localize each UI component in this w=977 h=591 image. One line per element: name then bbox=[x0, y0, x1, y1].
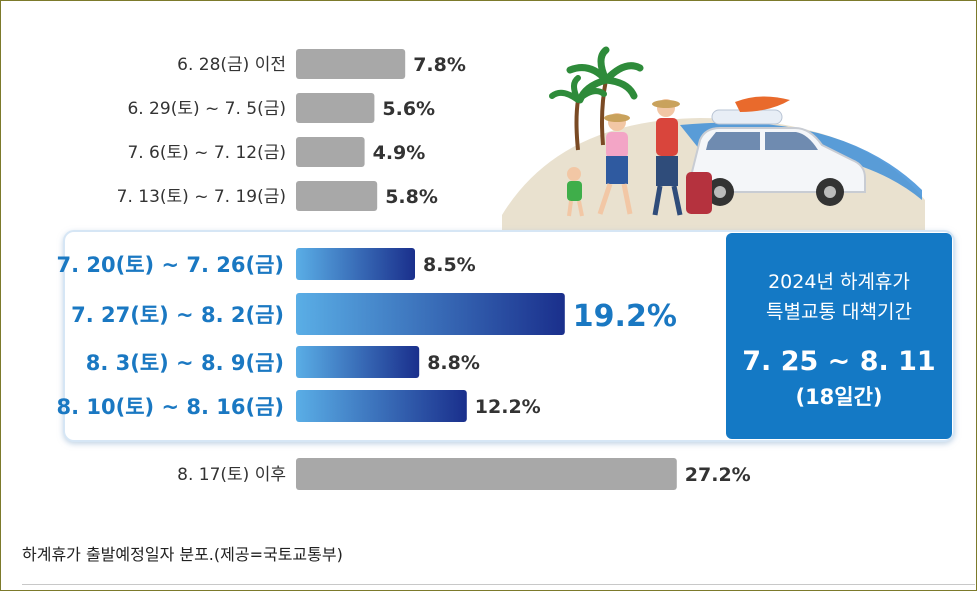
category-label: 7. 20(토) ~ 7. 26(금) bbox=[57, 253, 285, 277]
category-label: 7. 6(토) ~ 7. 12(금) bbox=[127, 143, 286, 163]
value-label: 12.2% bbox=[475, 396, 541, 418]
category-label: 7. 27(토) ~ 8. 2(금) bbox=[71, 303, 284, 327]
bar bbox=[296, 458, 677, 490]
value-label: 7.8% bbox=[413, 54, 466, 76]
bar bbox=[296, 293, 565, 335]
category-label: 8. 17(토) 이후 bbox=[177, 465, 286, 485]
bar-chart: 2024년 하계휴가 특별교통 대책기간 7. 25 ~ 8. 11 (18일간… bbox=[57, 46, 955, 490]
value-label: 8.5% bbox=[423, 254, 476, 276]
bar bbox=[296, 346, 420, 378]
value-label: 19.2% bbox=[573, 299, 677, 334]
bar bbox=[296, 390, 467, 422]
value-label: 5.6% bbox=[382, 98, 435, 120]
panel-title-line1: 2024년 하계휴가 bbox=[768, 271, 910, 293]
bar bbox=[296, 49, 406, 79]
period-panel bbox=[726, 233, 952, 439]
car-icon bbox=[689, 96, 866, 206]
bar bbox=[296, 93, 375, 123]
family-illustration bbox=[567, 99, 712, 217]
category-label: 6. 28(금) 이전 bbox=[177, 55, 286, 75]
value-label: 5.8% bbox=[385, 186, 438, 208]
category-label: 7. 13(토) ~ 7. 19(금) bbox=[117, 187, 286, 207]
bar bbox=[296, 248, 415, 280]
category-label: 6. 29(토) ~ 7. 5(금) bbox=[127, 99, 286, 119]
bar bbox=[296, 181, 378, 211]
category-label: 8. 3(토) ~ 8. 9(금) bbox=[86, 351, 284, 375]
bar bbox=[296, 137, 365, 167]
value-label: 4.9% bbox=[373, 142, 426, 164]
panel-days: (18일간) bbox=[795, 385, 882, 409]
panel-title-line2: 특별교통 대책기간 bbox=[766, 301, 912, 323]
value-label: 27.2% bbox=[685, 464, 751, 486]
figure-caption: 하계휴가 출발예정일자 분포.(제공=국토교통부) bbox=[22, 545, 343, 564]
value-label: 8.8% bbox=[427, 352, 480, 374]
category-label: 8. 10(토) ~ 8. 16(금) bbox=[57, 395, 285, 419]
divider bbox=[22, 584, 975, 585]
panel-period: 7. 25 ~ 8. 11 bbox=[742, 346, 935, 377]
vacation-illustration bbox=[502, 46, 925, 230]
